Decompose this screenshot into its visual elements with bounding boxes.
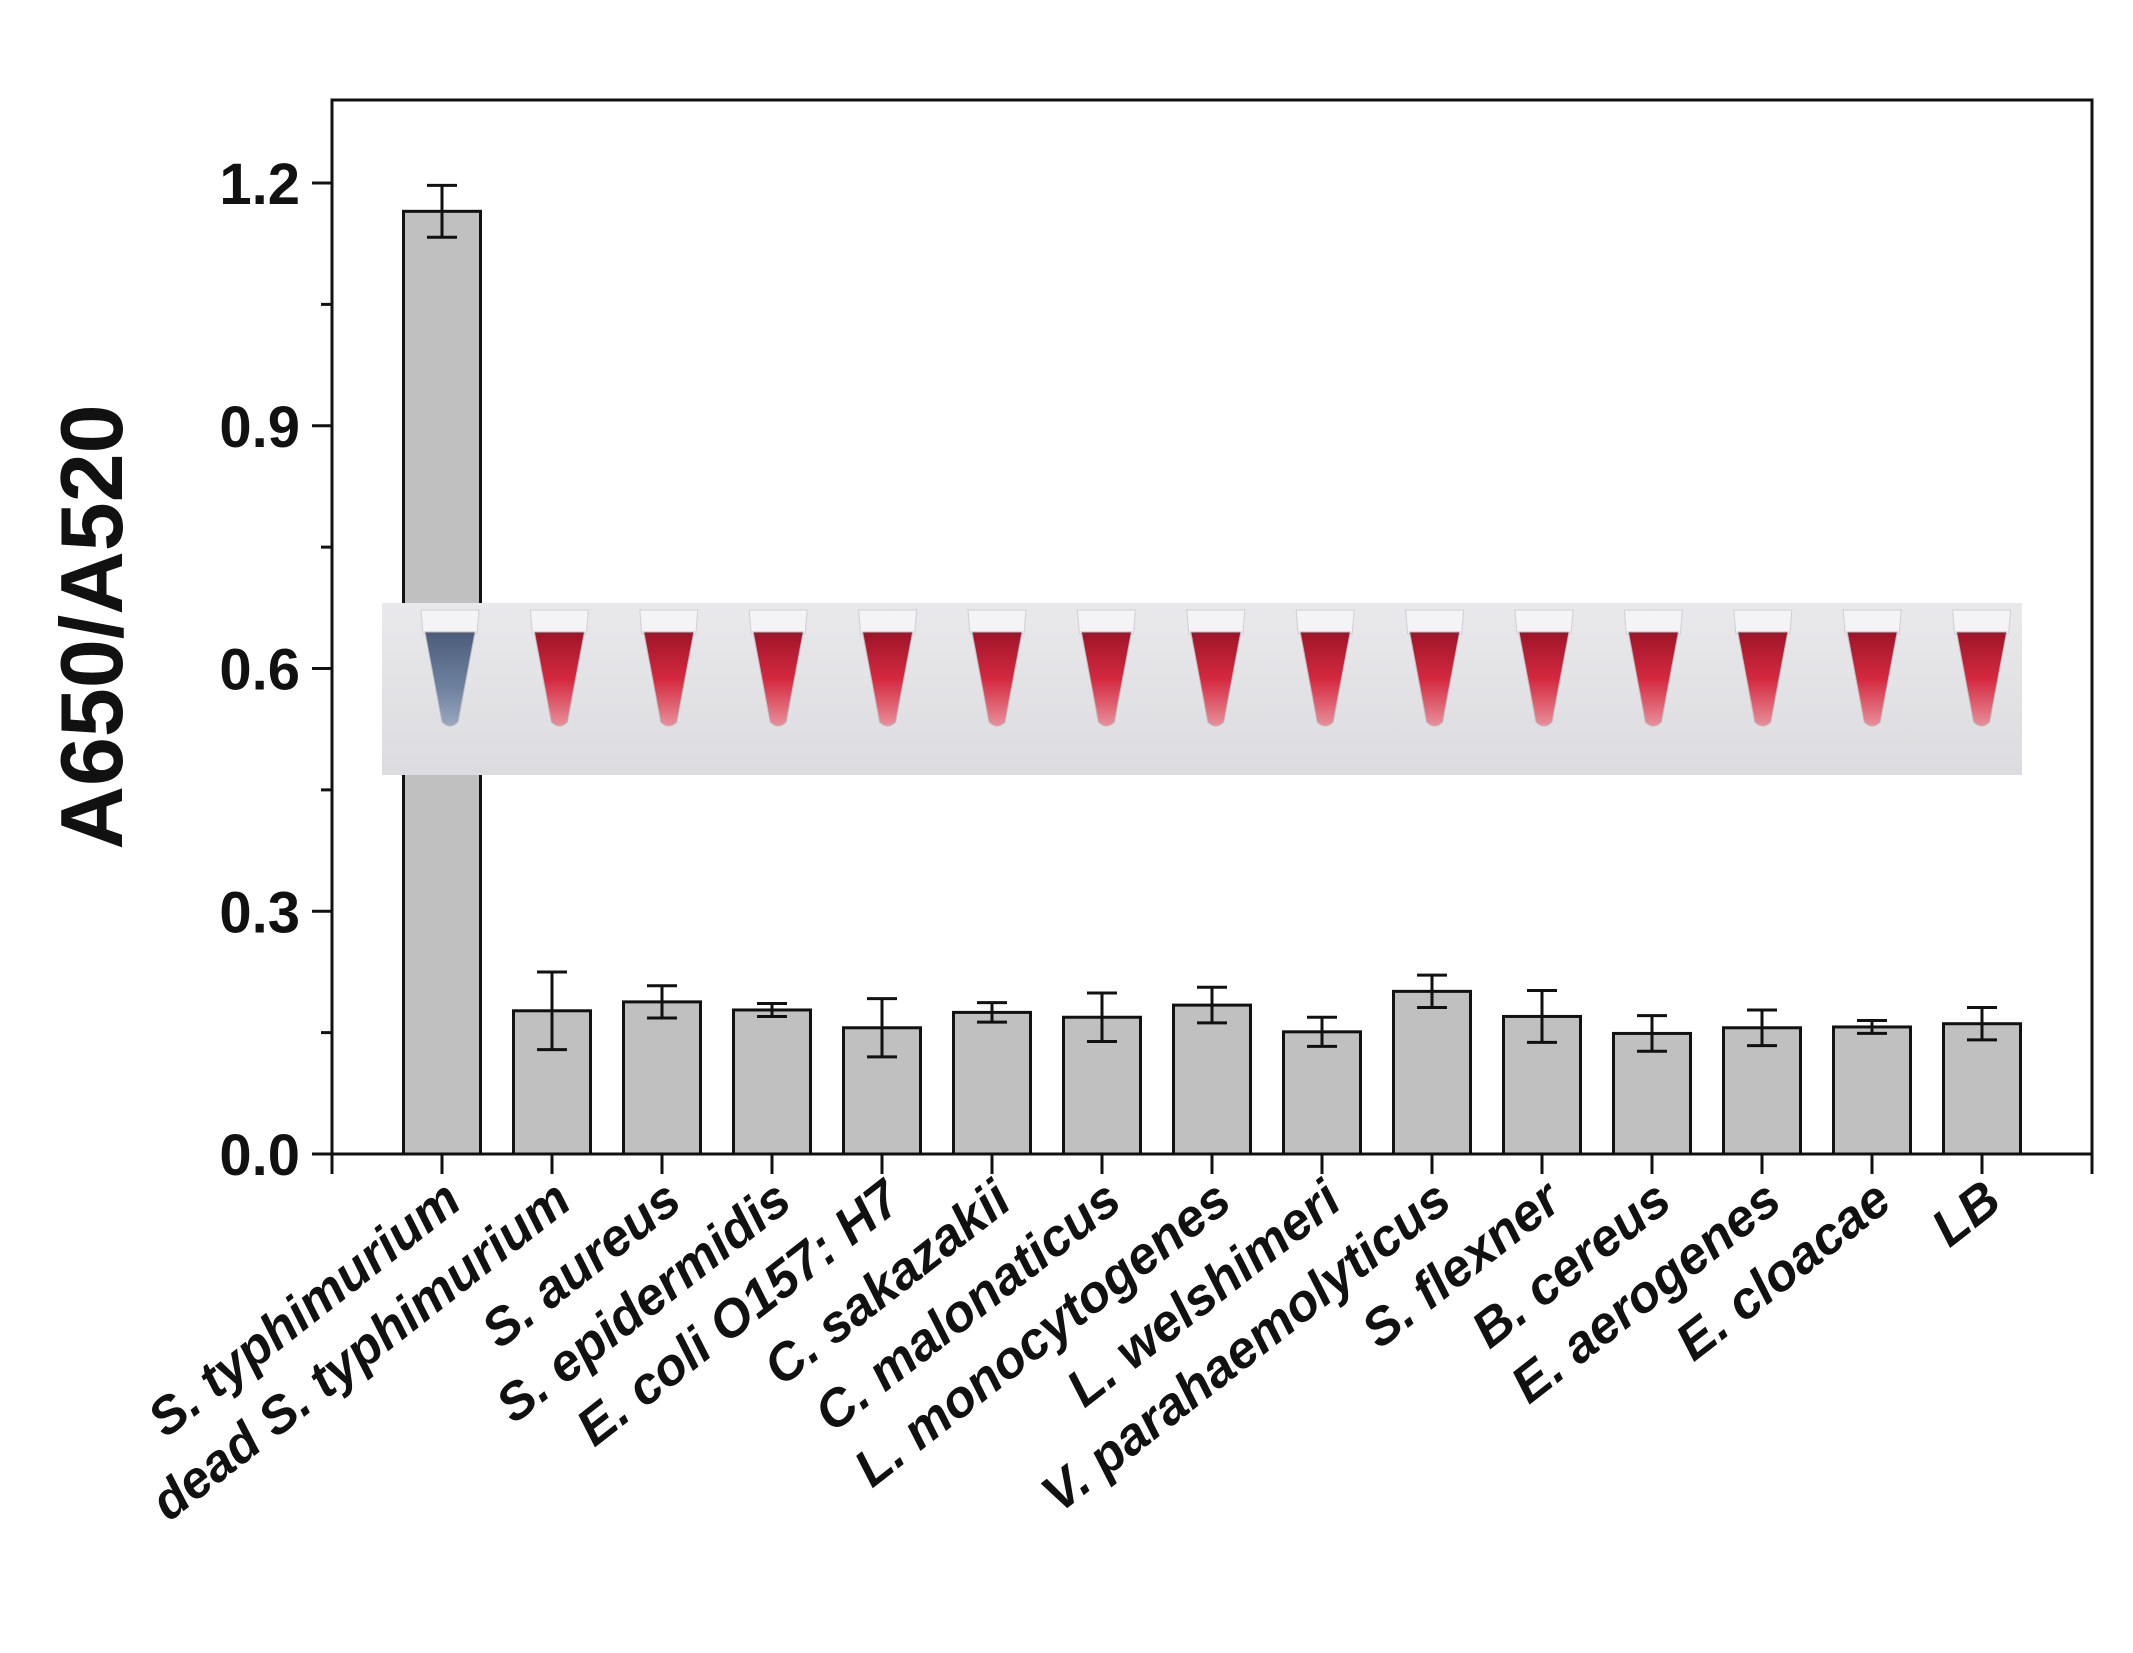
tube-14 [1952,609,2012,727]
error-bar-2 [647,984,677,1020]
error-bar-4 [867,997,897,1059]
error-bar-1 [537,970,567,1052]
bar-14 [1942,1022,2022,1156]
tube-13 [1842,609,1902,727]
error-bar-14 [1967,1006,1997,1042]
tube-10 [1514,609,1574,727]
error-bar-11 [1637,1014,1667,1053]
x-axis-ticks [330,1154,2094,1174]
error-bar-5 [977,1001,1007,1024]
y-axis-tick-labels: 0.0 0.3 0.6 0.9 1.2 [219,152,300,1188]
tube-7 [1186,609,1246,727]
bar-2 [622,1000,702,1156]
error-bar-13 [1857,1018,1887,1035]
tubes-layer [420,609,2012,727]
x-tick-label-14: LB [1921,1170,2011,1258]
tube-0 [420,609,480,727]
y-tick-label-4: 1.2 [219,152,300,217]
tube-9 [1405,609,1465,727]
y-tick-label-3: 0.9 [219,395,300,460]
error-bar-6 [1087,991,1117,1044]
tube-1 [529,609,589,727]
error-bar-0 [427,183,457,239]
bar-5 [952,1010,1032,1156]
error-bar-9 [1417,973,1447,1010]
bar-13 [1832,1025,1912,1156]
error-bars-layer [427,183,1997,1059]
y-axis-title: A650/A520 [42,404,141,849]
y-tick-label-0: 0.0 [219,1123,300,1188]
tube-12 [1733,609,1793,727]
tube-4 [858,609,918,727]
error-bar-8 [1307,1015,1337,1048]
y-axis-ticks [312,181,332,1156]
error-bar-3 [757,1001,787,1018]
error-bar-7 [1197,985,1227,1025]
bar-7 [1172,1003,1252,1156]
tube-5 [967,609,1027,727]
tube-3 [748,609,808,727]
error-bar-12 [1747,1008,1777,1048]
y-tick-label-1: 0.3 [219,880,300,945]
y-tick-label-2: 0.6 [219,638,300,703]
tube-2 [639,609,699,727]
tube-11 [1623,609,1683,727]
bar-9 [1392,989,1472,1156]
bar-8 [1282,1030,1362,1156]
tube-photo-inset [382,603,2022,775]
tube-8 [1295,609,1355,727]
bar-3 [732,1008,812,1156]
bar-11 [1612,1031,1692,1156]
error-bar-10 [1527,989,1557,1044]
tube-6 [1076,609,1136,727]
